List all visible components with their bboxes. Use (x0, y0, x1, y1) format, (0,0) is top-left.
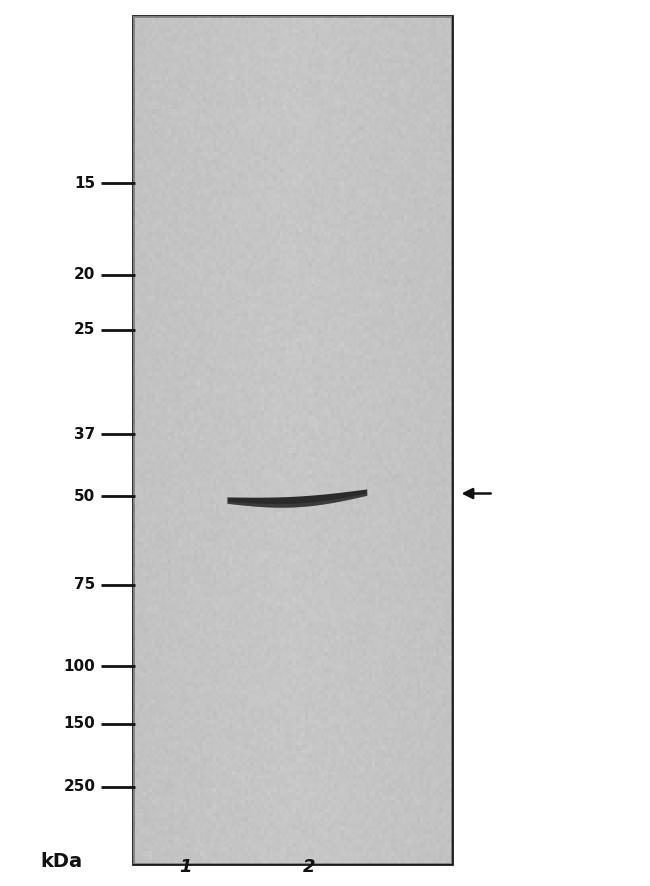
Polygon shape (227, 494, 367, 508)
Text: 20: 20 (74, 268, 96, 282)
Polygon shape (227, 489, 367, 508)
Text: 25: 25 (74, 323, 96, 337)
Text: 50: 50 (74, 489, 96, 503)
Text: kDa: kDa (41, 852, 83, 871)
Text: 250: 250 (64, 780, 96, 794)
Text: 1: 1 (179, 858, 192, 875)
Text: 15: 15 (74, 176, 96, 190)
Text: 2: 2 (302, 858, 315, 875)
Text: 37: 37 (74, 427, 96, 441)
Text: 150: 150 (64, 717, 96, 731)
Text: 75: 75 (74, 578, 96, 592)
Bar (133, 16, 452, 864)
Text: 100: 100 (64, 659, 96, 673)
